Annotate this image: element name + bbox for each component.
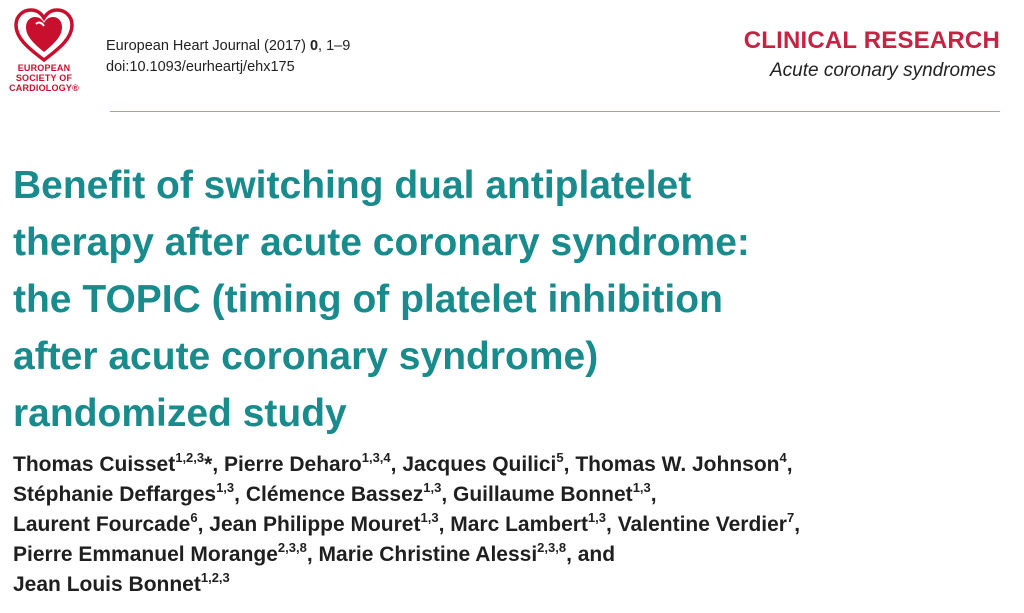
affiliation-marker: 1,3 — [423, 480, 442, 495]
journal-pages: , 1–9 — [318, 38, 351, 54]
author-name: Jean Louis Bonnet — [13, 573, 201, 596]
author-separator: , — [390, 453, 403, 476]
society-name-line: EUROPEAN — [17, 63, 71, 73]
article-title: Benefit of switching dual antiplatelet th… — [13, 157, 913, 442]
author-name: Jacques Quilici — [402, 453, 557, 476]
author-name: Stéphanie Deffarges — [13, 483, 217, 506]
author-separator: , — [606, 513, 618, 536]
affiliation-marker: 1,3,4 — [361, 450, 391, 465]
author-name: Valentine Verdier — [617, 513, 787, 536]
author-separator: , and — [566, 543, 616, 566]
doi: doi:10.1093/eurheartj/ehx175 — [106, 59, 295, 75]
society-name: EUROPEAN SOCIETY OF CARDIOLOGY® — [8, 63, 80, 93]
author-name: Clémence Bassez — [245, 483, 424, 506]
affiliation-marker: 1,3 — [216, 480, 235, 495]
author-name: Thomas Cuisset — [13, 453, 176, 476]
journal-citation: European Heart Journal (2017) 0, 1–9 — [106, 36, 350, 57]
author-separator: , — [650, 483, 657, 506]
affiliation-marker: 2,3,8 — [277, 540, 307, 555]
affiliation-marker: 1,3 — [420, 510, 439, 525]
affiliation-marker: 1,2,3 — [200, 570, 230, 585]
article-section: CLINICAL RESEARCH Acute coronary syndrom… — [744, 26, 1000, 84]
affiliation-marker: 7 — [786, 510, 795, 525]
society-name-line: CARDIOLOGY® — [9, 83, 79, 93]
author-name: Jean Philippe Mouret — [209, 513, 421, 536]
heart-icon — [14, 8, 74, 62]
author-name: Pierre Emmanuel Morange — [13, 543, 278, 566]
affiliation-marker: 2,3,8 — [537, 540, 567, 555]
author-separator: , — [197, 513, 210, 536]
author-separator: , — [563, 453, 576, 476]
title-line: after acute coronary syndrome) — [13, 335, 599, 378]
society-name-line: SOCIETY OF — [15, 73, 73, 83]
title-line: therapy after acute coronary syndrome: — [13, 221, 750, 264]
author-separator: , — [212, 453, 224, 476]
title-line: the TOPIC (timing of platelet inhibition — [13, 278, 723, 321]
title-line: Benefit of switching dual antiplatelet — [13, 164, 692, 207]
affiliation-marker: 1,3 — [587, 510, 607, 525]
author-separator: , — [234, 483, 246, 506]
author-name: Guillaume Bonnet — [453, 483, 633, 506]
citation: European Heart Journal (2017) 0, 1–9 doi… — [106, 36, 350, 78]
section-category: CLINICAL RESEARCH — [743, 27, 1000, 54]
author-separator: , — [441, 483, 453, 506]
title-line: randomized study — [13, 392, 347, 435]
affiliation-marker: 5 — [556, 450, 564, 465]
author-name: Laurent Fourcade — [13, 513, 191, 536]
author-separator: , — [794, 513, 801, 536]
author-name: Marc Lambert — [450, 513, 588, 536]
affiliation-marker: 1,2,3 — [175, 450, 205, 465]
author-separator: , — [306, 543, 319, 566]
author-separator: , — [438, 513, 451, 536]
journal-name: European Heart Journal (2017) — [106, 38, 306, 54]
author-name: Thomas W. Johnson — [575, 453, 780, 476]
author-name: Pierre Deharo — [224, 453, 362, 476]
esc-logo: EUROPEAN SOCIETY OF CARDIOLOGY® — [8, 8, 80, 98]
affiliation-marker: 1,3 — [632, 480, 651, 495]
affiliation-marker: 4 — [779, 450, 787, 465]
affiliation-marker: 6 — [190, 510, 198, 525]
author-name: Marie Christine Alessi — [318, 543, 538, 566]
journal-volume: 0 — [309, 38, 319, 54]
section-subcategory: Acute coronary syndromes — [770, 60, 996, 81]
corresponding-author-marker: * — [204, 453, 213, 476]
author-separator: , — [786, 453, 793, 476]
author-list: Thomas Cuisset1,2,3*, Pierre Deharo1,3,4… — [13, 450, 1013, 600]
header-divider — [110, 111, 1000, 112]
